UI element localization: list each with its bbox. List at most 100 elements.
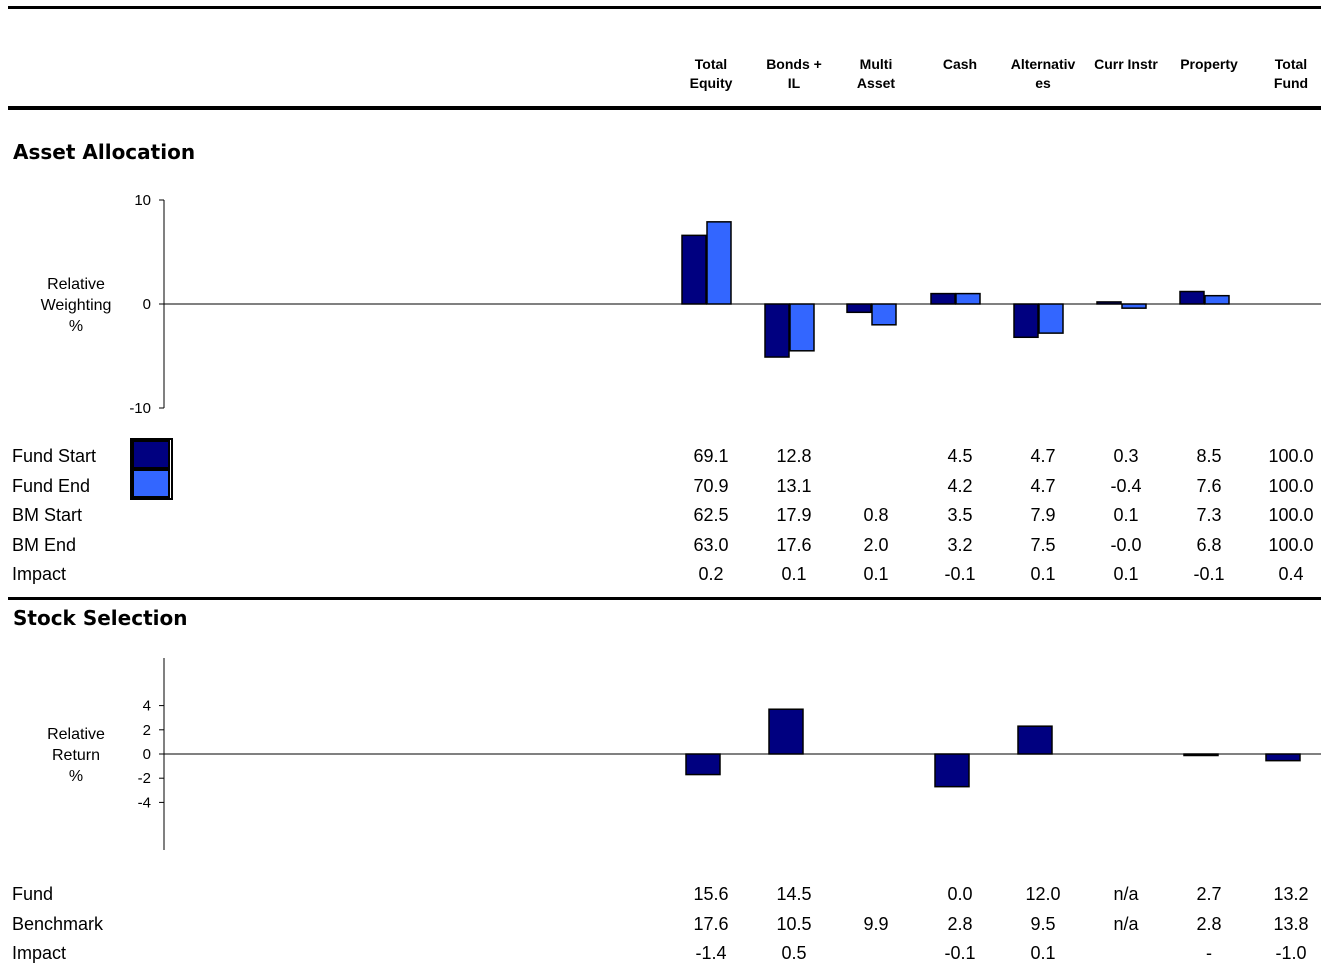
y-tick-label: -2 — [138, 770, 151, 787]
table-cell: -0.1 — [944, 943, 976, 963]
column-header: Alternativ es — [1001, 55, 1085, 93]
row-label: Benchmark — [12, 913, 104, 934]
bar — [1179, 290, 1205, 305]
column-header-line: Total — [1274, 56, 1308, 72]
table-cell: 0.1 — [863, 564, 889, 584]
table-cell: 0.0 — [947, 884, 973, 904]
bar — [846, 303, 872, 314]
y-axis-label: % — [69, 768, 83, 785]
column-header-line: Bonds + — [766, 56, 822, 72]
y-tick-label: -10 — [129, 400, 151, 417]
column-header-line: Total — [694, 56, 728, 72]
bar — [1017, 725, 1053, 755]
y-axis-label: % — [69, 318, 83, 335]
y-axis-label: Relative — [47, 726, 105, 743]
table-cell: 0.1 — [781, 564, 807, 584]
table-cell: 8.5 — [1196, 446, 1222, 466]
table-cell: 4.5 — [947, 446, 973, 466]
bar — [930, 292, 956, 305]
table-cell: 0.1 — [1030, 943, 1056, 963]
table-cell: -0.1 — [944, 564, 976, 584]
row-label: Impact — [12, 564, 67, 584]
column-header-line: Equity — [689, 75, 733, 91]
y-axis-label: Return — [52, 747, 100, 764]
table-cell: 100.0 — [1268, 534, 1314, 555]
table-cell: 2.7 — [1196, 884, 1222, 904]
row-label: Fund Start — [12, 446, 97, 466]
stock-selection-chart: 4 2 0 -2 -4 Relative Return% — [47, 658, 1321, 850]
column-header-line: Asset — [856, 75, 896, 91]
section-rule — [8, 597, 1321, 600]
row-label: Fund End — [12, 475, 91, 496]
column-header: Bonds + IL — [752, 55, 836, 93]
table-cell: 70.9 — [693, 475, 729, 496]
row-label: BM Start — [12, 505, 83, 525]
column-header-line: Cash — [942, 56, 978, 72]
bar — [1265, 753, 1301, 762]
bar — [1204, 294, 1230, 305]
table-cell: n/a — [1113, 884, 1139, 904]
table-cell: 13.8 — [1273, 913, 1309, 934]
row-label: Impact — [12, 943, 67, 963]
column-header-line: Fund — [1273, 75, 1309, 91]
column-header: Curr Instr — [1084, 55, 1168, 74]
column-header: Cash — [918, 55, 1002, 74]
y-tick-label: 2 — [143, 722, 151, 739]
table-cell: 0.1 — [1030, 564, 1056, 584]
table-cell: n/a — [1113, 913, 1139, 934]
table-cell: 0.2 — [698, 564, 724, 584]
table-cell: -0.0 — [1110, 534, 1142, 555]
table-cell: 7.9 — [1030, 505, 1056, 525]
table-cell: 7.3 — [1196, 505, 1222, 525]
bar — [768, 708, 804, 755]
table-cell: -1.4 — [695, 943, 727, 963]
table-cell: 2.8 — [947, 913, 973, 934]
table-cell: 3.5 — [947, 505, 973, 525]
table-cell: 2.0 — [863, 534, 889, 555]
y-tick-label: 4 — [143, 698, 151, 715]
asset-allocation-chart: 10 0 -10 Relative Weighting% — [41, 192, 1321, 417]
bar — [681, 234, 707, 305]
y-axis-label: Relative — [47, 276, 105, 293]
y-tick-label: 10 — [134, 192, 151, 209]
bar — [1183, 753, 1219, 757]
bar — [871, 303, 897, 326]
table-cell: 100.0 — [1268, 475, 1314, 496]
column-header-line: es — [1035, 75, 1051, 91]
table-cell: 10.5 — [776, 913, 812, 934]
bar — [685, 753, 721, 776]
bar — [1038, 303, 1064, 334]
legend-swatch-fund-start — [132, 440, 170, 469]
column-header-line: Alternativ — [1010, 56, 1076, 72]
table-cell: 62.5 — [693, 505, 729, 525]
bar — [706, 221, 732, 305]
y-tick-label: -4 — [138, 794, 151, 811]
table-cell: 0.4 — [1278, 564, 1304, 584]
table-cell: 69.1 — [693, 446, 729, 466]
table-cell: 7.6 — [1196, 475, 1222, 496]
table-cell: 9.9 — [863, 913, 889, 934]
table-cell: 7.5 — [1030, 534, 1056, 555]
table-cell: 2.8 — [1196, 913, 1222, 934]
bar — [1013, 303, 1039, 339]
table-cell: 0.5 — [781, 943, 807, 963]
table-cell: -0.1 — [1193, 564, 1225, 584]
table-cell: 0.1 — [1113, 505, 1139, 525]
column-header-line: IL — [787, 75, 801, 91]
column-header: Multi Asset — [834, 55, 918, 93]
column-header-line: Multi — [859, 56, 893, 72]
bar — [955, 292, 981, 305]
column-header-line: Property — [1180, 56, 1238, 72]
table-cell: 17.9 — [776, 505, 812, 525]
bar — [1121, 303, 1147, 309]
table-cell: 9.5 — [1030, 913, 1056, 934]
table-cell: 13.1 — [776, 475, 812, 496]
table-cell: 0.3 — [1113, 446, 1139, 466]
y-tick-label: 0 — [143, 296, 151, 313]
table-cell: 6.8 — [1196, 534, 1222, 555]
table-cell: 13.2 — [1273, 884, 1309, 904]
table-cell: 4.7 — [1030, 446, 1056, 466]
table-cell: -1.0 — [1275, 943, 1307, 963]
column-header: Total Fund — [1249, 55, 1321, 93]
column-header-line: Curr Instr — [1094, 56, 1158, 72]
